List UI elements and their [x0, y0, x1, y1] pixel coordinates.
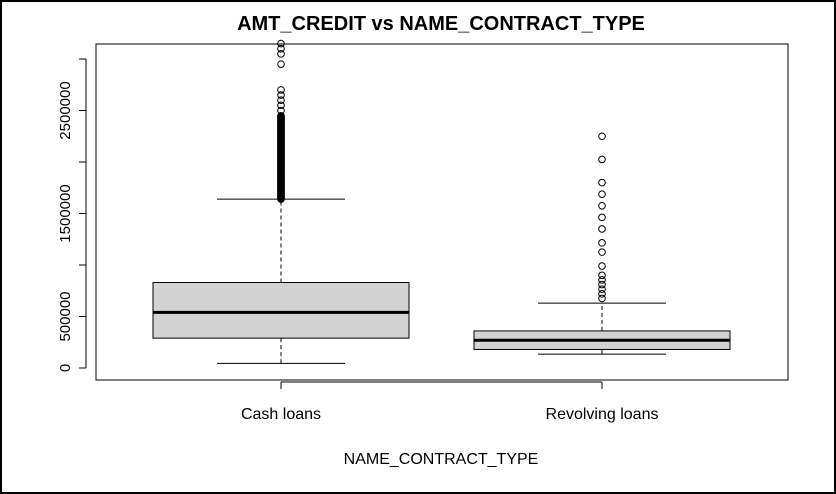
outlier-point — [598, 213, 606, 222]
chart-title: AMT_CREDIT vs NAME_CONTRACT_TYPE — [237, 13, 645, 35]
y-axis: 0 500000 1500000 2500000 — [57, 58, 87, 372]
outlier-point — [598, 190, 606, 198]
outlier-point — [277, 39, 285, 48]
iqr-box — [152, 282, 410, 339]
outlier-point — [598, 132, 606, 141]
y-tick-label: 1500000 — [57, 184, 74, 242]
plot-area — [95, 43, 789, 381]
y-tick-label: 0 — [57, 364, 74, 372]
outlier-point — [277, 112, 285, 120]
outlier-point — [598, 290, 606, 298]
outlier-point — [277, 86, 285, 94]
outlier-point — [598, 239, 606, 247]
outlier-point — [277, 106, 285, 115]
box-revolving-loans — [473, 132, 731, 355]
outlier-point — [277, 50, 285, 58]
outlier-point — [277, 101, 285, 110]
x-tick-label: Revolving loans — [546, 406, 659, 423]
outlier-point — [277, 60, 285, 68]
y-tick-label: 2500000 — [57, 81, 74, 139]
outlier-point — [598, 285, 606, 294]
outlier-point — [598, 294, 606, 303]
outlier-point — [598, 262, 606, 270]
outlier-point — [277, 44, 285, 53]
outlier-point — [598, 155, 606, 164]
outlier-point — [598, 225, 606, 233]
boxes-group — [152, 39, 731, 364]
outlier-point — [598, 276, 606, 284]
outlier-point — [598, 280, 606, 289]
x-tick-label: Cash loans — [241, 406, 321, 423]
x-axis-label: NAME_CONTRACT_TYPE — [344, 451, 539, 468]
outlier-point — [598, 201, 606, 210]
y-tick-label: 500000 — [57, 291, 74, 341]
outlier-point — [598, 271, 606, 280]
outlier-point — [598, 248, 606, 256]
box-cash-loans — [152, 39, 410, 364]
x-axis: Cash loans Revolving loans — [241, 381, 659, 423]
outlier-point — [277, 91, 285, 99]
outlier-point — [277, 96, 285, 104]
outlier-point — [598, 178, 606, 187]
